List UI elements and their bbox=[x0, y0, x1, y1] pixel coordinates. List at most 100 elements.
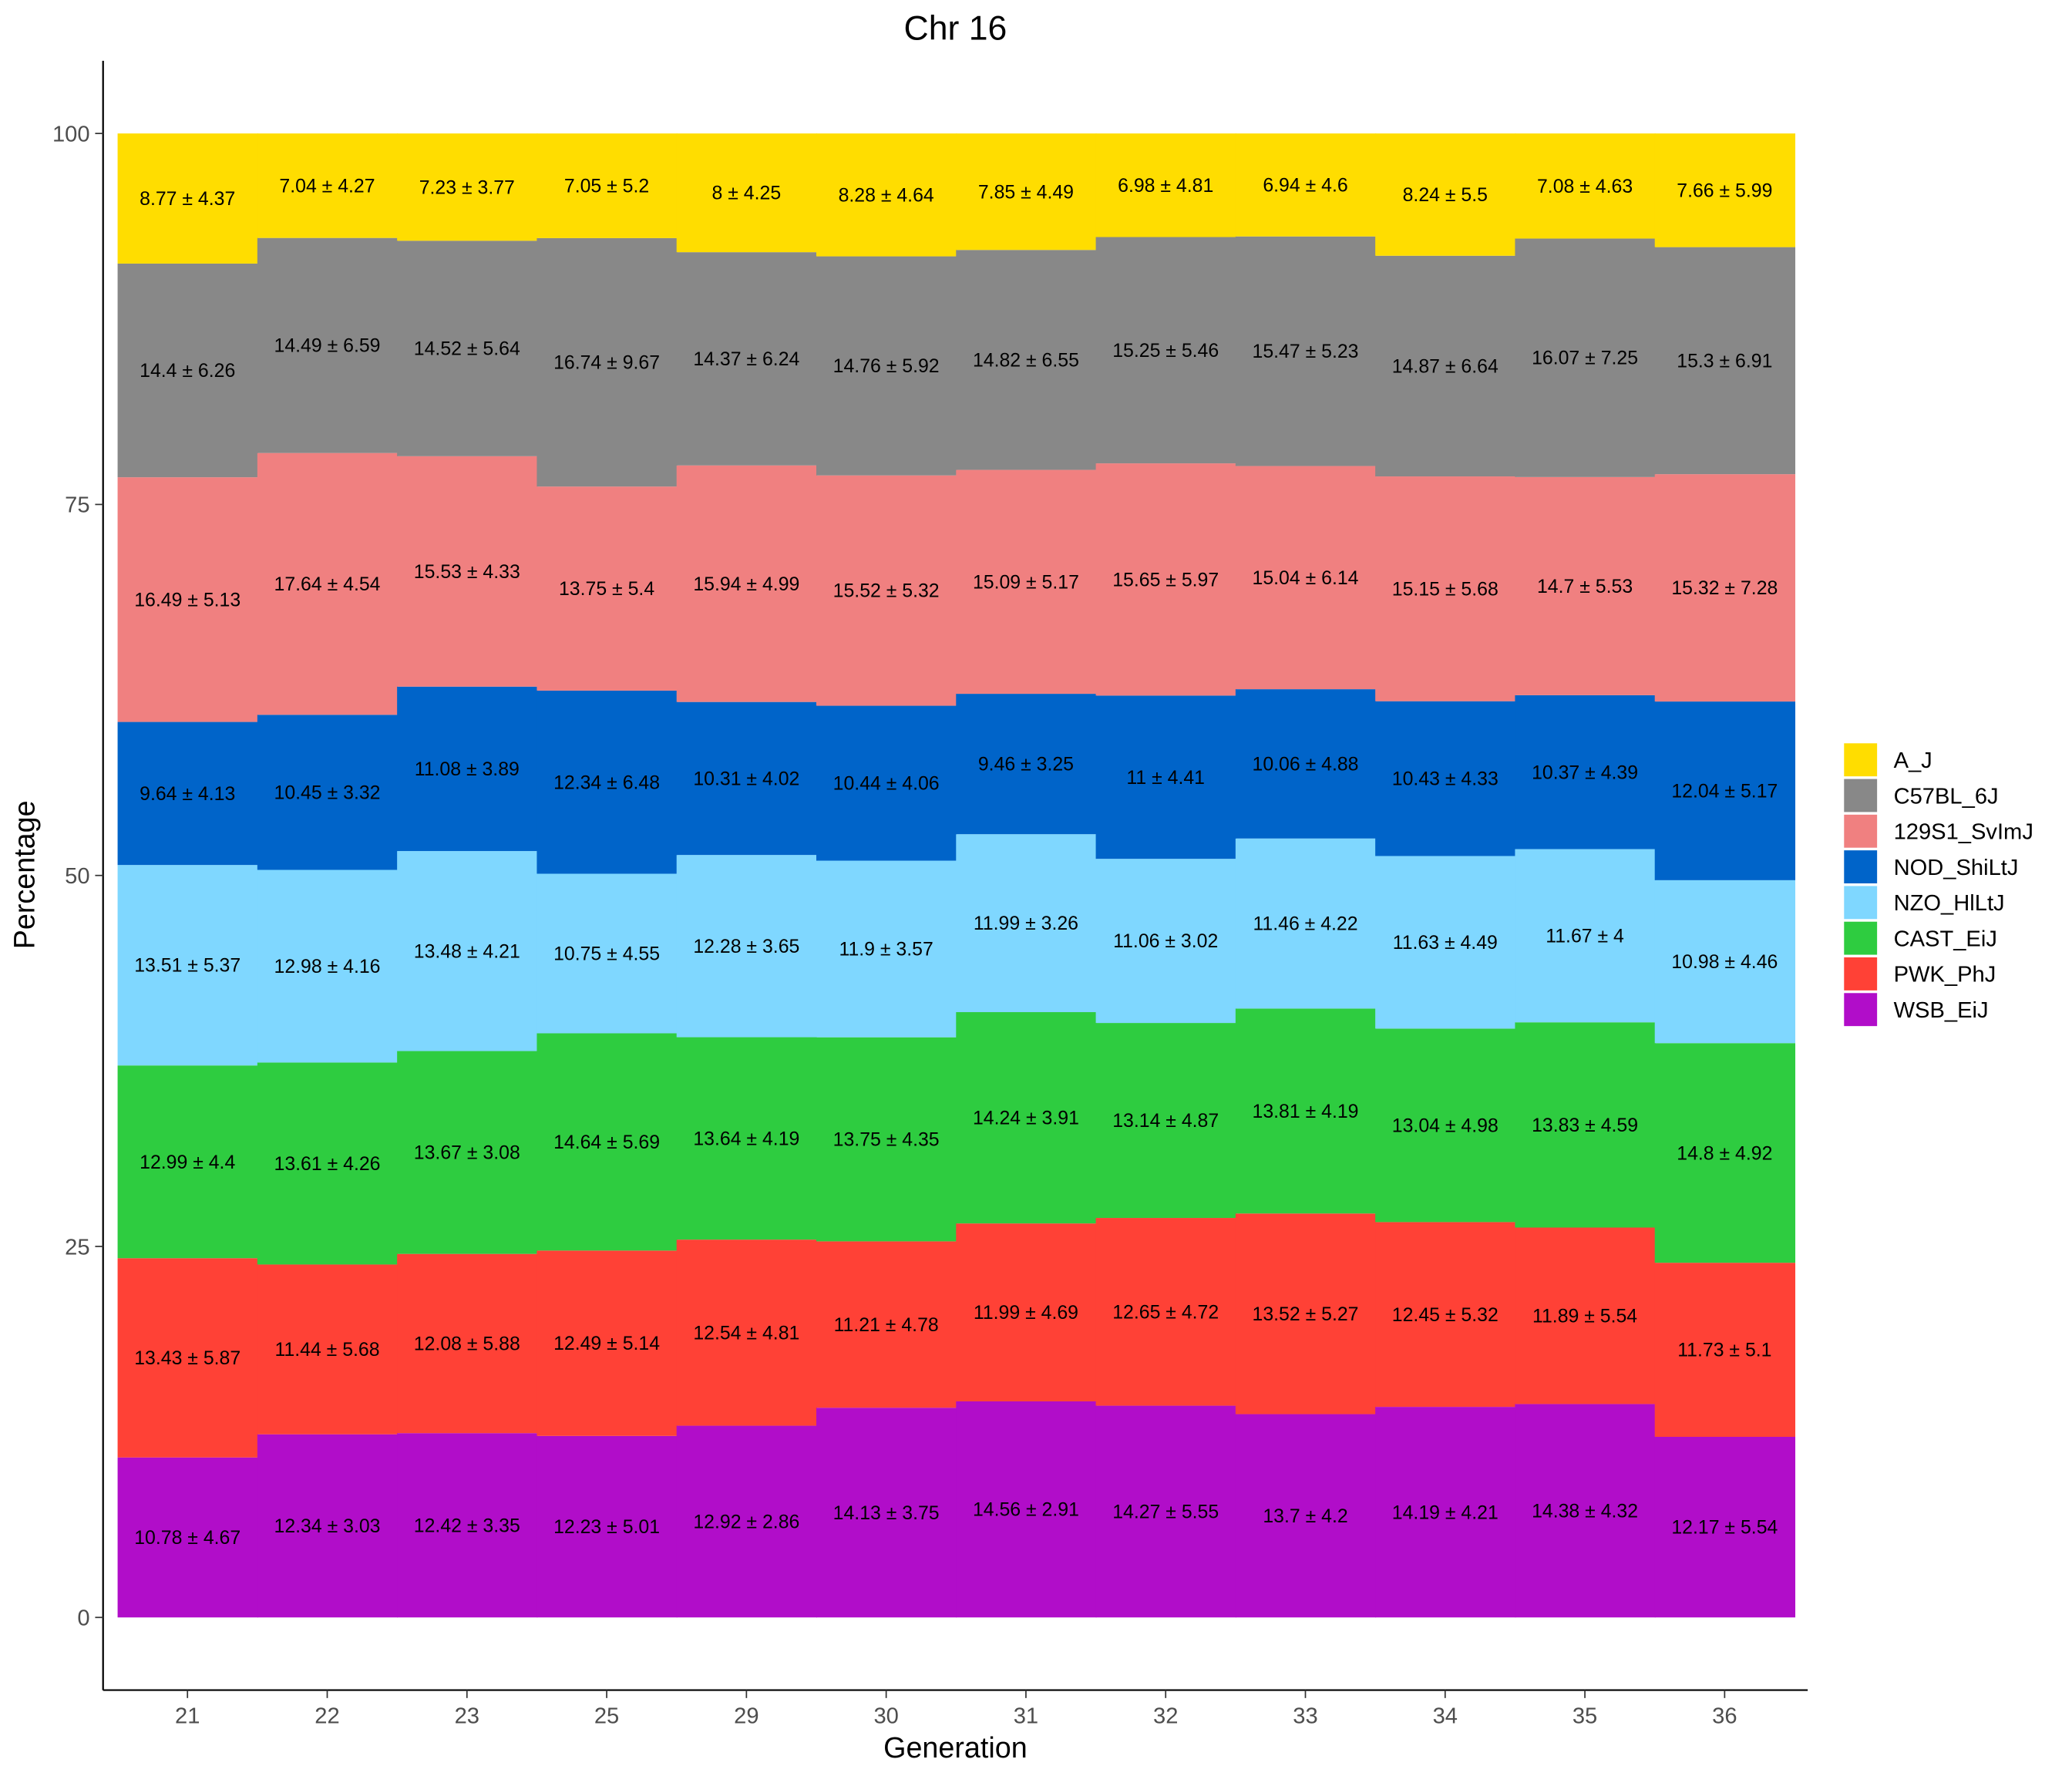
data-label: 14.4 ± 6.26 bbox=[140, 361, 235, 382]
bar-segment-129S1_SvImJ-32 bbox=[1095, 463, 1236, 696]
data-label: 9.64 ± 4.13 bbox=[140, 784, 235, 805]
bar-segment-NOD_ShiLtJ-23 bbox=[397, 686, 538, 852]
bar-segment-CAST_EiJ-29 bbox=[676, 1037, 818, 1240]
x-tick-label: 36 bbox=[1712, 1704, 1737, 1728]
data-label: 13.81 ± 4.19 bbox=[1253, 1102, 1359, 1122]
data-label: 14.19 ± 4.21 bbox=[1392, 1502, 1498, 1523]
bar-segment-WSB_EiJ-36 bbox=[1654, 1436, 1796, 1618]
bar-segment-C57BL_6J-33 bbox=[1235, 236, 1377, 466]
data-label: 12.45 ± 5.32 bbox=[1392, 1305, 1498, 1326]
data-label: 8.24 ± 5.5 bbox=[1403, 185, 1488, 206]
data-label: 11.44 ± 5.68 bbox=[274, 1340, 379, 1361]
data-label: 13.64 ± 4.19 bbox=[693, 1128, 799, 1149]
data-label: 14.27 ± 5.55 bbox=[1112, 1502, 1219, 1522]
data-label: 13.75 ± 4.35 bbox=[833, 1130, 940, 1151]
bar-segment-129S1_SvImJ-35 bbox=[1515, 476, 1656, 695]
legend-item-PWK_PhJ: PWK_PhJ bbox=[1842, 956, 1996, 992]
data-label: 7.04 ± 4.27 bbox=[279, 176, 375, 197]
bar-segment-NOD_ShiLtJ-22 bbox=[257, 715, 399, 870]
bar-segment-PWK_PhJ-30 bbox=[816, 1241, 957, 1408]
x-tick-label: 35 bbox=[1572, 1704, 1597, 1728]
bar-segment-NOD_ShiLtJ-33 bbox=[1235, 689, 1377, 839]
data-label: 14.13 ± 3.75 bbox=[833, 1503, 940, 1524]
x-tick-label: 30 bbox=[873, 1704, 898, 1728]
legend-key bbox=[1842, 742, 1879, 778]
bar-segment-NOD_ShiLtJ-35 bbox=[1515, 695, 1656, 849]
data-label: 12.23 ± 5.01 bbox=[553, 1517, 660, 1538]
legend-label: A_J bbox=[1894, 748, 1932, 773]
data-label: 13.48 ± 4.21 bbox=[414, 941, 520, 962]
y-axis-title: Percentage bbox=[8, 800, 41, 949]
bar-segment-WSB_EiJ-25 bbox=[536, 1435, 678, 1618]
data-label: 12.92 ± 2.86 bbox=[693, 1512, 799, 1532]
data-label: 11 ± 4.41 bbox=[1126, 768, 1205, 789]
data-label: 15.09 ± 5.17 bbox=[973, 572, 1079, 593]
bar-segment-NZO_HlLtJ-29 bbox=[676, 855, 818, 1038]
bar-segment-129S1_SvImJ-21 bbox=[117, 477, 258, 722]
bar-segment-WSB_EiJ-22 bbox=[257, 1434, 399, 1618]
legend-key bbox=[1842, 956, 1879, 992]
bar-segment-129S1_SvImJ-22 bbox=[257, 452, 399, 715]
legend-label: PWK_PhJ bbox=[1894, 963, 1996, 987]
data-label: 11.63 ± 4.49 bbox=[1393, 933, 1498, 954]
bar-segment-CAST_EiJ-31 bbox=[956, 1012, 1097, 1224]
data-label: 16.07 ± 7.25 bbox=[1532, 348, 1638, 369]
bar-segment-129S1_SvImJ-23 bbox=[397, 456, 538, 687]
bar-segment-C57BL_6J-21 bbox=[117, 263, 258, 478]
legend-key bbox=[1842, 920, 1879, 957]
legend-key bbox=[1842, 813, 1879, 849]
data-label: 11.06 ± 3.02 bbox=[1113, 931, 1218, 952]
legend-label: WSB_EiJ bbox=[1894, 998, 1989, 1023]
data-label: 14.82 ± 6.55 bbox=[973, 350, 1079, 371]
data-label: 12.34 ± 3.03 bbox=[274, 1516, 381, 1537]
bar-segment-CAST_EiJ-22 bbox=[257, 1062, 399, 1265]
data-label: 11.08 ± 3.89 bbox=[415, 759, 520, 780]
bar-segment-WSB_EiJ-35 bbox=[1515, 1404, 1656, 1618]
bar-segment-C57BL_6J-36 bbox=[1654, 247, 1796, 475]
data-label: 12.04 ± 5.17 bbox=[1671, 782, 1778, 802]
bar-segment-C57BL_6J-29 bbox=[676, 252, 818, 466]
bar-segment-NZO_HlLtJ-23 bbox=[397, 851, 538, 1051]
bar-segment-129S1_SvImJ-36 bbox=[1654, 474, 1796, 702]
bar-segment-NOD_ShiLtJ-25 bbox=[536, 690, 678, 874]
legend-key bbox=[1842, 777, 1879, 814]
bar-segment-A_J-25 bbox=[536, 133, 678, 238]
bar-segment-NOD_ShiLtJ-30 bbox=[816, 705, 957, 861]
data-label: 9.46 ± 3.25 bbox=[978, 755, 1074, 775]
legend-label: NZO_HlLtJ bbox=[1894, 891, 2005, 916]
legend-item-C57BL_6J: C57BL_6J bbox=[1842, 777, 1999, 814]
data-label: 13.61 ± 4.26 bbox=[274, 1154, 381, 1175]
data-label: 14.49 ± 6.59 bbox=[274, 336, 381, 357]
data-label: 8.28 ± 4.64 bbox=[839, 185, 934, 206]
bar-segment-PWK_PhJ-36 bbox=[1654, 1263, 1796, 1437]
bar-segment-PWK_PhJ-22 bbox=[257, 1264, 399, 1435]
data-label: 14.37 ± 6.24 bbox=[693, 349, 799, 370]
bar-segment-CAST_EiJ-23 bbox=[397, 1051, 538, 1254]
bar-segment-NZO_HlLtJ-36 bbox=[1654, 880, 1796, 1044]
bar-segment-CAST_EiJ-21 bbox=[117, 1065, 258, 1259]
data-label: 12.08 ± 5.88 bbox=[414, 1334, 520, 1355]
bar-segment-129S1_SvImJ-25 bbox=[536, 486, 678, 691]
bar-segment-PWK_PhJ-25 bbox=[536, 1250, 678, 1436]
data-label: 15.3 ± 6.91 bbox=[1677, 351, 1772, 372]
bar-segment-A_J-21 bbox=[117, 133, 258, 264]
bar-segment-NZO_HlLtJ-25 bbox=[536, 873, 678, 1034]
x-tick-label: 31 bbox=[1014, 1704, 1038, 1728]
data-label: 16.49 ± 5.13 bbox=[134, 590, 240, 610]
data-label: 10.06 ± 4.88 bbox=[1253, 755, 1359, 775]
x-tick-label: 34 bbox=[1433, 1704, 1458, 1728]
bars-layer bbox=[117, 133, 1796, 1618]
bar-segment-NOD_ShiLtJ-34 bbox=[1375, 701, 1516, 856]
bar-segment-CAST_EiJ-32 bbox=[1095, 1023, 1236, 1219]
data-label: 12.34 ± 6.48 bbox=[553, 772, 660, 793]
data-label: 16.74 ± 9.67 bbox=[553, 353, 660, 374]
data-label: 10.45 ± 3.32 bbox=[274, 782, 381, 803]
legend-item-WSB_EiJ: WSB_EiJ bbox=[1842, 991, 1989, 1028]
data-label: 10.98 ± 4.46 bbox=[1671, 952, 1778, 973]
bar-segment-C57BL_6J-35 bbox=[1515, 238, 1656, 477]
y-tick-label: 0 bbox=[77, 1606, 89, 1631]
data-label: 10.44 ± 4.06 bbox=[833, 774, 940, 795]
bar-segment-PWK_PhJ-21 bbox=[117, 1258, 258, 1458]
bar-segment-A_J-32 bbox=[1095, 133, 1236, 237]
